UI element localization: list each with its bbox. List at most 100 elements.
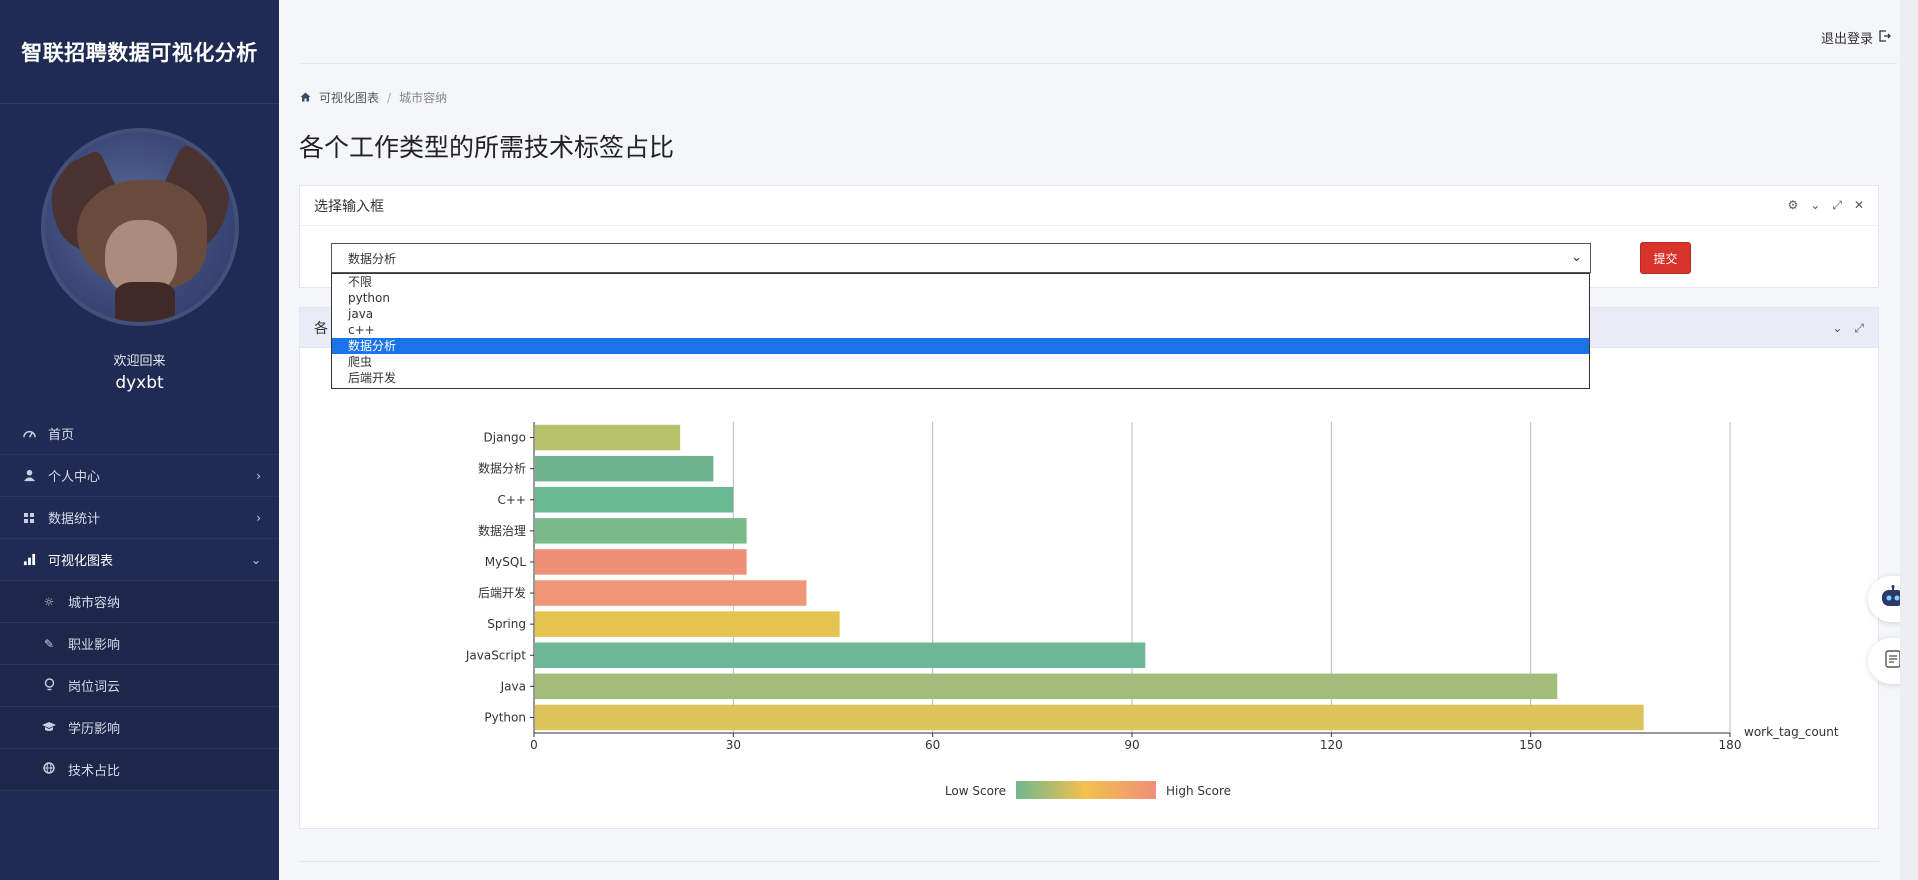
bar	[535, 455, 714, 482]
legend-high-label: High Score	[1166, 784, 1231, 798]
sidebar-subitem-wordcloud[interactable]: 岗位词云	[0, 665, 279, 707]
brand: 智联招聘数据可视化分析	[0, 0, 279, 104]
x-tick-label: 30	[726, 738, 741, 752]
sidebar-item-label: 可视化图表	[48, 554, 114, 569]
topbar: 退出登录	[299, 0, 1897, 64]
x-tick-label: 120	[1320, 738, 1343, 752]
job-type-select[interactable]: 数据分析 ⌄	[331, 243, 1591, 273]
sidebar-nav: 首页 个人中心 › 数据统计 › 可视化图表 ⌄ ☼ 城市容纳	[0, 413, 279, 791]
sun-icon: ☼	[43, 594, 55, 609]
breadcrumb-home[interactable]: 可视化图表	[319, 91, 380, 105]
bar-chart-icon	[22, 553, 36, 567]
logout-icon	[1879, 29, 1891, 46]
dashboard-icon	[22, 427, 36, 441]
chevron-right-icon: ›	[256, 468, 261, 483]
sidebar-subitem-label: 职业影响	[68, 638, 121, 653]
sidebar-subitem-label: 技术占比	[68, 764, 121, 779]
select-value: 数据分析	[348, 251, 397, 266]
expand-icon[interactable]: ⤢	[1854, 321, 1864, 335]
sidebar: 智联招聘数据可视化分析 欢迎回来 dyxbt 首页 个人中心 › 数据统计	[0, 0, 279, 880]
dropdown-option[interactable]: c++	[348, 323, 375, 337]
y-tick-label: MySQL	[485, 555, 527, 569]
bar	[535, 486, 734, 513]
sidebar-item-label: 首页	[48, 428, 75, 443]
avatar	[40, 128, 239, 326]
collapse-icon[interactable]: ⌄	[1810, 198, 1821, 212]
sidebar-subitem-label: 城市容纳	[68, 596, 121, 611]
dropdown-option[interactable]: 不限	[348, 275, 373, 289]
gear-icon[interactable]: ⚙	[1787, 198, 1799, 212]
graduation-cap-icon	[42, 721, 56, 735]
x-tick-label: 150	[1519, 738, 1542, 752]
scrollbar[interactable]	[1900, 0, 1918, 880]
submit-button[interactable]: 提交	[1640, 242, 1691, 274]
username: dyxbt	[115, 373, 164, 393]
x-tick-label: 60	[925, 738, 940, 752]
x-tick-label: 0	[530, 738, 538, 752]
welcome-text: 欢迎回来	[113, 354, 166, 369]
x-axis-label: work_tag_count	[1744, 725, 1839, 739]
dropdown-option[interactable]: python	[348, 291, 390, 305]
chart-card-title: 各	[314, 320, 328, 337]
chevron-down-icon: ⌄	[250, 552, 261, 567]
sidebar-item-stats[interactable]: 数据统计 ›	[0, 497, 279, 539]
y-tick-label: Python	[484, 710, 526, 724]
y-tick-label: JavaScript	[465, 648, 526, 662]
sidebar-item-charts[interactable]: 可视化图表 ⌄	[0, 539, 279, 581]
expand-icon[interactable]: ⤢	[1832, 198, 1842, 212]
dropdown-option[interactable]: java	[348, 307, 374, 321]
bar	[535, 518, 747, 544]
sidebar-subitem-city[interactable]: ☼ 城市容纳	[0, 581, 279, 623]
sidebar-item-label: 个人中心	[48, 470, 101, 485]
close-icon[interactable]: ✕	[1853, 198, 1864, 212]
notes-icon	[1885, 650, 1901, 672]
robot-icon	[1879, 585, 1907, 613]
sidebar-item-label: 数据统计	[48, 512, 101, 527]
legend-low-label: Low Score	[945, 784, 1006, 798]
card-tools: ⌄ ⤢	[1832, 321, 1864, 336]
bar	[535, 549, 747, 575]
bar	[535, 704, 1644, 731]
sidebar-subitem-job[interactable]: ✎ 职业影响	[0, 623, 279, 665]
divider	[299, 861, 1879, 862]
brand-title: 智联招聘数据可视化分析	[21, 40, 258, 65]
x-tick-label: 180	[1719, 738, 1742, 752]
grid-icon	[22, 511, 36, 525]
select-card: 选择输入框 ⚙ ⌄ ⤢ ✕ 数据分析 ⌄ 提交	[299, 185, 1879, 288]
breadcrumb-current: 城市容纳	[399, 91, 448, 105]
sidebar-subitem-education[interactable]: 学历影响	[0, 707, 279, 749]
sidebar-item-profile[interactable]: 个人中心 ›	[0, 455, 279, 497]
y-tick-label: 数据分析	[478, 461, 526, 476]
select-card-header: 选择输入框 ⚙ ⌄ ⤢ ✕	[300, 186, 1878, 226]
tech-tag-bar-chart: Python Java JavaScript Spring 后端开发 MySQL 数据治理 C…	[465, 422, 1839, 799]
main-content: 退出登录 可视化图表 / 城市容纳 各个工作类型的所需技术标签占比 选择输入框 …	[279, 0, 1918, 880]
dropdown-option[interactable]: 后端开发	[348, 371, 397, 385]
collapse-icon[interactable]: ⌄	[1832, 321, 1843, 335]
dropdown-option-selected[interactable]: 数据分析	[332, 338, 1589, 354]
bar	[535, 673, 1558, 700]
dropdown-option[interactable]: 爬虫	[348, 355, 373, 369]
legend-gradient	[1016, 781, 1156, 799]
select-card-title: 选择输入框	[314, 198, 384, 215]
home-icon	[300, 91, 311, 105]
y-tick-label: 数据治理	[478, 523, 526, 538]
y-tick-label: 后端开发	[478, 585, 526, 600]
feather-icon: ✎	[43, 636, 55, 651]
sidebar-subitem-label: 学历影响	[68, 722, 121, 737]
chevron-down-icon: ⌄	[1571, 250, 1582, 265]
lightbulb-icon	[42, 677, 56, 694]
x-tick-label: 90	[1124, 738, 1139, 752]
bar	[535, 642, 1146, 669]
logout-button[interactable]: 退出登录	[1821, 28, 1891, 47]
y-tick-label: C++	[498, 493, 527, 507]
page-title: 各个工作类型的所需技术标签占比	[299, 133, 675, 162]
sidebar-subitem-tech[interactable]: 技术占比	[0, 749, 279, 791]
breadcrumb-separator: /	[387, 90, 392, 105]
bar	[535, 580, 807, 606]
user-icon	[22, 469, 36, 483]
job-type-dropdown: 不限 python java c++ 数据分析 爬虫 后端开发	[331, 273, 1590, 389]
chevron-right-icon: ›	[256, 510, 261, 525]
avatar-wrap	[0, 128, 279, 326]
breadcrumb: 可视化图表 / 城市容纳	[300, 89, 447, 106]
sidebar-item-home[interactable]: 首页	[0, 413, 279, 455]
